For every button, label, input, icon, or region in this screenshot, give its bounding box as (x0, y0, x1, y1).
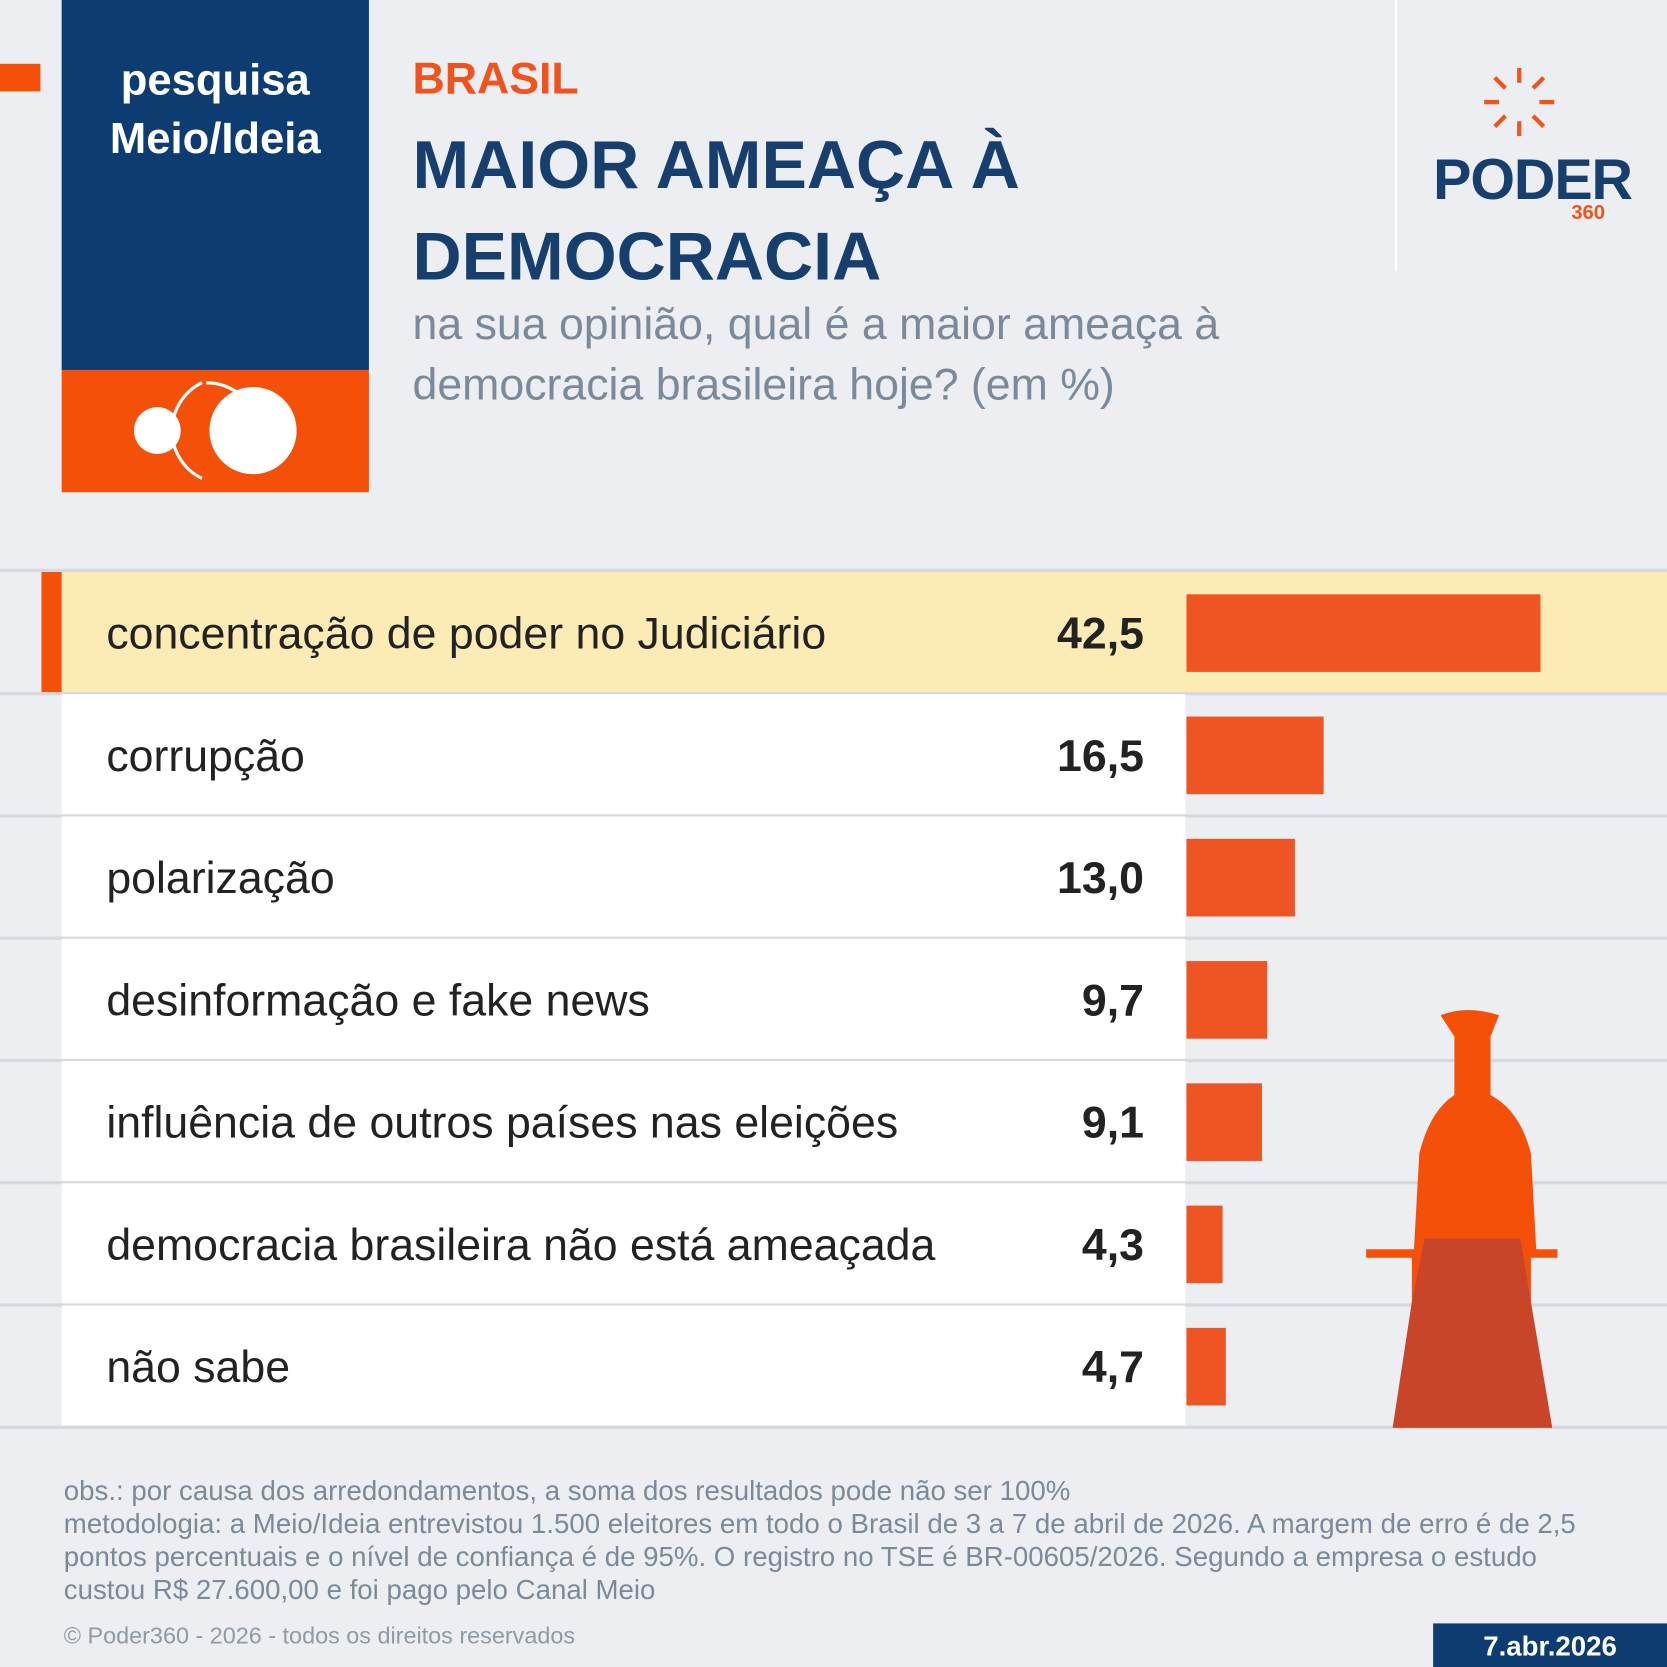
kicker: BRASIL (412, 53, 579, 104)
logo-number: 360 (1571, 201, 1606, 225)
row-background (61, 1305, 1186, 1426)
row-separator (0, 1181, 1667, 1185)
chart-subtitle: na sua opinião, qual é a maior ameaça à … (412, 298, 1220, 410)
row-background (61, 1183, 1186, 1304)
badge-line: Meio/Ideia (109, 113, 321, 163)
row-background (61, 816, 1186, 937)
badge-line: pesquisa (120, 55, 310, 105)
badge-icon-box (61, 369, 369, 493)
bar (1186, 1205, 1223, 1284)
row-background (61, 694, 1186, 815)
row-background (61, 1061, 1186, 1182)
bar (1186, 961, 1268, 1039)
logo-sun (1484, 68, 1555, 137)
statue (1366, 1009, 1558, 1428)
badge (61, 0, 369, 370)
logo: PODER (1433, 147, 1633, 212)
value-label: 9,7 (1081, 974, 1144, 1025)
badge-icon (133, 381, 297, 480)
row-separator (0, 1303, 1667, 1307)
bar (1186, 1083, 1263, 1161)
row-separator (0, 1425, 1667, 1429)
value-label: 9,1 (1081, 1097, 1144, 1148)
bar (1186, 716, 1324, 795)
value-label: 4,3 (1081, 1219, 1144, 1270)
category-label: não sabe (106, 1341, 291, 1392)
value-label: 4,7 (1081, 1341, 1144, 1392)
category-label: corrupção (106, 730, 305, 781)
bar (1186, 1327, 1226, 1406)
value-label: 42,5 (1057, 608, 1144, 659)
row-separator (0, 568, 1667, 572)
category-label: concentração de poder no Judiciário (106, 608, 827, 659)
copyright: © Poder360 - 2026 - todos os direitos re… (63, 1622, 576, 1649)
category-label: influência de outros países nas eleições (106, 1097, 899, 1148)
date: 7.abr.2026 (1433, 1623, 1667, 1667)
chart-title: MAIOR AMEAÇA À DEMOCRACIA (412, 126, 1020, 295)
category-label: desinformação e fake news (106, 974, 650, 1025)
value-label: 16,5 (1057, 730, 1144, 781)
row-separator (0, 936, 1667, 940)
bar (1186, 838, 1295, 917)
category-label: democracia brasileira não está ameaçada (106, 1219, 936, 1270)
row-separator (0, 814, 1667, 818)
accent (0, 63, 41, 92)
row-background (61, 938, 1186, 1059)
value-label: 13,0 (1057, 852, 1144, 903)
badge-text: pesquisa Meio/Ideia (62, 51, 369, 168)
row-marker (41, 571, 62, 693)
note: obs.: por causa dos arredondamentos, a s… (63, 1474, 1071, 1507)
note: metodologia: a Meio/Ideia entrevistou 1.… (63, 1507, 1576, 1606)
divider (1394, 0, 1397, 272)
row-separator (0, 692, 1667, 696)
notes: obs.: por causa dos arredondamentos, a s… (64, 1475, 1616, 1607)
bar (1186, 594, 1541, 672)
category-label: polarização (106, 852, 335, 903)
row-separator (0, 1058, 1667, 1063)
